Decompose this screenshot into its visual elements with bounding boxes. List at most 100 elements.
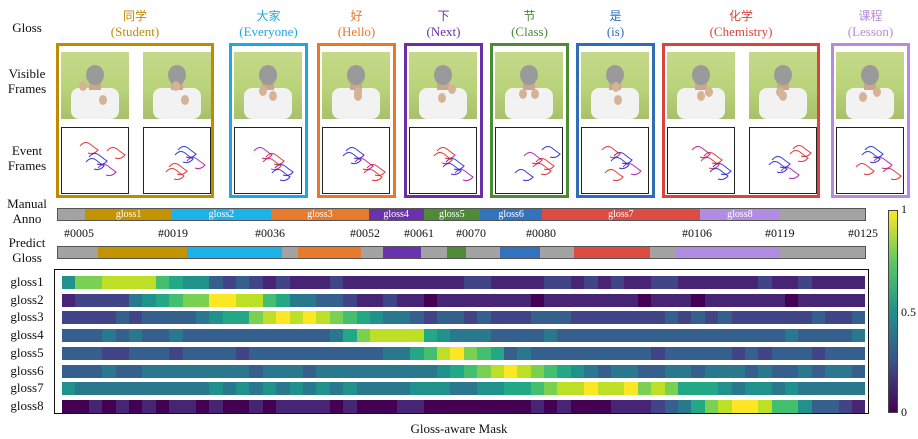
frame-marker: #0036 [255, 226, 285, 240]
event-frame-image [581, 127, 649, 194]
heatmap-cell [369, 382, 384, 396]
heatmap-cell [503, 276, 518, 289]
heatmap-cell [436, 364, 451, 378]
heatmap-cell [731, 329, 745, 343]
event-frame-image [143, 127, 211, 194]
heatmap-cell [664, 276, 678, 289]
heatmap-cell [369, 276, 384, 289]
heatmap-cell [115, 399, 129, 413]
heatmap-cell [276, 382, 290, 396]
heatmap-cell [142, 346, 156, 360]
heatmap-cell [276, 364, 290, 378]
heatmap-cell [744, 399, 759, 413]
visible-frame-image [495, 52, 563, 119]
heatmap-cell [155, 382, 170, 396]
heatmap-cell [356, 329, 370, 343]
bar-segment [360, 247, 384, 258]
heatmap-cell [343, 276, 357, 289]
heatmap-cell [785, 276, 799, 289]
heatmap-cell [142, 364, 156, 378]
gloss-english: (Next) [426, 24, 461, 39]
heatmap-cell [209, 399, 223, 413]
heatmap-cell [329, 399, 344, 413]
heatmap-cell [624, 293, 638, 307]
heatmap-cell [115, 346, 129, 360]
heatmap-cell [128, 346, 143, 360]
heatmap-cell [570, 364, 585, 378]
heatmap-cell [611, 399, 625, 413]
heatmap-cell [557, 293, 571, 307]
bar-segment [675, 247, 781, 258]
heatmap-cell [75, 399, 89, 413]
heatmap-cell [75, 329, 89, 343]
heatmap-row [62, 311, 866, 325]
heatmap-cell [410, 311, 424, 325]
heatmap-cell [852, 311, 866, 325]
heatmap-row-label: gloss8 [10, 397, 44, 413]
heatmap-cell [517, 399, 531, 413]
heatmap-cell [503, 293, 518, 307]
heatmap-cell [490, 276, 504, 289]
heatmap-cell [477, 311, 491, 325]
heatmap-cell [490, 311, 504, 325]
heatmap-cell [88, 329, 103, 343]
heatmap-cell [195, 329, 210, 343]
heatmap-cell [128, 382, 143, 396]
heatmap-cell [169, 311, 183, 325]
heatmap-cell [436, 382, 451, 396]
heatmap-cell [517, 382, 531, 396]
heatmap-cell [825, 311, 839, 325]
heatmap-cell [477, 329, 491, 343]
frame-group-0 [56, 43, 214, 198]
visible-frame-image [667, 52, 735, 119]
heatmap-cell [303, 329, 317, 343]
heatmap-cell [410, 382, 424, 396]
heatmap-cell [838, 276, 853, 289]
heatmap-cell [423, 329, 437, 343]
heatmap-cell [691, 311, 705, 325]
heatmap-cell [423, 346, 437, 360]
heatmap-cell [182, 382, 196, 396]
heatmap-cell [423, 293, 437, 307]
heatmap-cell [128, 293, 143, 307]
heatmap-cell [677, 346, 692, 360]
heatmap-cell [316, 346, 330, 360]
heatmap-cell [410, 364, 424, 378]
heatmap-cell [785, 293, 799, 307]
heatmap-cell [704, 276, 719, 289]
heatmap-cell [423, 364, 437, 378]
heatmap-cell [450, 346, 464, 360]
heatmap-cell [62, 382, 76, 396]
heatmap-cell [75, 293, 89, 307]
gloss-aware-mask-heatmap [54, 269, 869, 414]
heatmap-cell [102, 329, 116, 343]
heatmap-cell [102, 346, 116, 360]
heatmap-cell [825, 346, 839, 360]
heatmap-cell [838, 311, 853, 325]
heatmap-cell [115, 311, 129, 325]
heatmap-cell [102, 276, 116, 289]
bar-segment: gloss3 [271, 209, 369, 220]
heatmap-cell [637, 329, 652, 343]
heatmap-cell [209, 311, 223, 325]
heatmap-cell [115, 382, 129, 396]
heatmap-cell [517, 364, 531, 378]
bar-segment [383, 247, 422, 258]
gloss-chinese: 大家 [256, 9, 281, 23]
frame-marker: #0070 [456, 226, 486, 240]
heatmap-cell [62, 346, 76, 360]
heatmap-cell [88, 276, 103, 289]
heatmap-cell [584, 382, 598, 396]
heatmap-cell [222, 293, 237, 307]
heatmap-cell [624, 382, 638, 396]
heatmap-cell [530, 276, 545, 289]
heatmap-cell [637, 364, 652, 378]
heatmap-cell [584, 329, 598, 343]
heatmap-cell [369, 399, 384, 413]
heatmap-cell [128, 364, 143, 378]
gloss-english: (Chemistry) [709, 24, 773, 39]
heatmap-cell [75, 364, 89, 378]
heatmap-cell [182, 346, 196, 360]
heatmap-cell [289, 364, 304, 378]
heatmap-cell [142, 399, 156, 413]
